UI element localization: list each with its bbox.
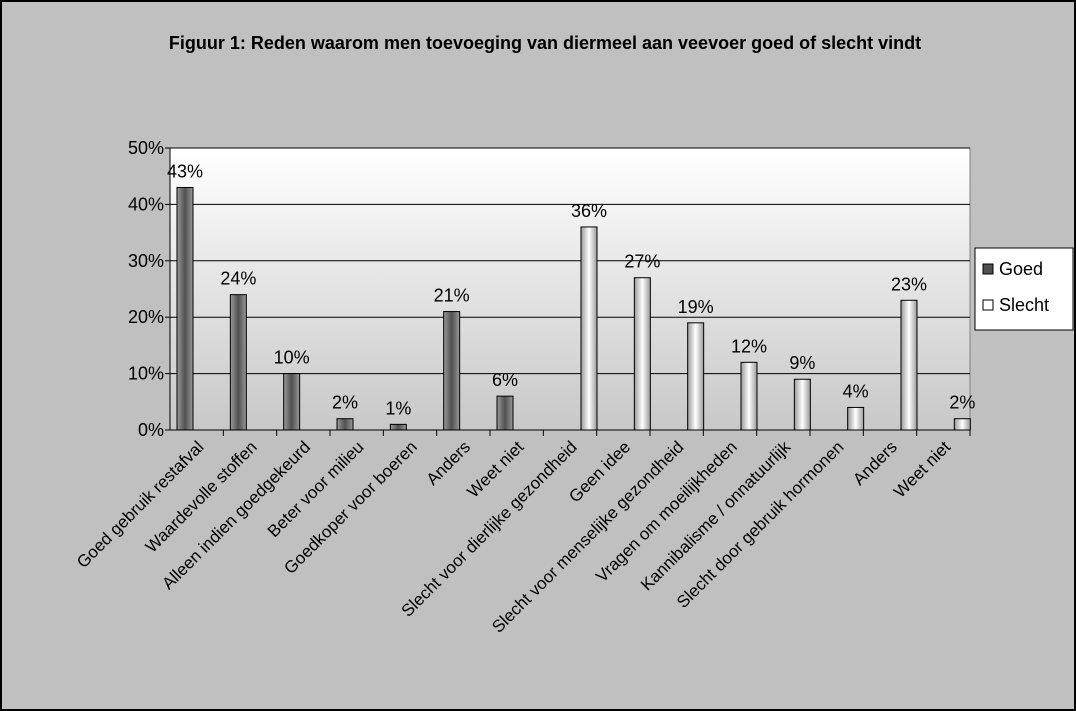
value-label: 36% [571, 201, 607, 221]
bar [389, 423, 407, 431]
bar [229, 294, 247, 431]
bar [283, 373, 301, 431]
chart-title: Figuur 1: Reden waarom men toevoeging va… [168, 33, 922, 53]
value-label: 2% [332, 393, 358, 413]
y-tick-label: 40% [128, 194, 164, 214]
legend-swatch [982, 299, 994, 311]
bar [176, 186, 194, 431]
y-tick-label: 0% [138, 420, 164, 440]
bar [336, 418, 354, 431]
value-label: 12% [731, 336, 767, 356]
legend-swatch [982, 263, 994, 275]
legend-box [974, 247, 1074, 331]
value-label: 2% [949, 393, 975, 413]
value-label: 23% [891, 274, 927, 294]
bar [793, 378, 811, 431]
value-label: 9% [789, 353, 815, 373]
y-tick-label: 10% [128, 364, 164, 384]
bar [580, 226, 598, 431]
bar [847, 406, 865, 431]
value-label: 27% [624, 252, 660, 272]
y-tick-label: 50% [128, 138, 164, 158]
plot-area [169, 147, 971, 431]
y-tick-label: 20% [128, 307, 164, 327]
value-label: 19% [678, 297, 714, 317]
y-tick-label: 30% [128, 251, 164, 271]
value-label: 6% [492, 370, 518, 390]
bar [900, 299, 918, 431]
value-label: 1% [385, 398, 411, 418]
bar [633, 277, 651, 431]
legend-label: Goed [999, 259, 1043, 279]
bar [687, 322, 705, 431]
bar [443, 311, 461, 431]
value-label: 10% [274, 348, 310, 368]
legend-label: Slecht [999, 295, 1049, 315]
bar [953, 418, 971, 431]
bar [496, 395, 514, 431]
value-label: 43% [167, 161, 203, 181]
bar [740, 361, 758, 431]
value-label: 21% [434, 286, 470, 306]
value-label: 4% [843, 381, 869, 401]
value-label: 24% [220, 269, 256, 289]
